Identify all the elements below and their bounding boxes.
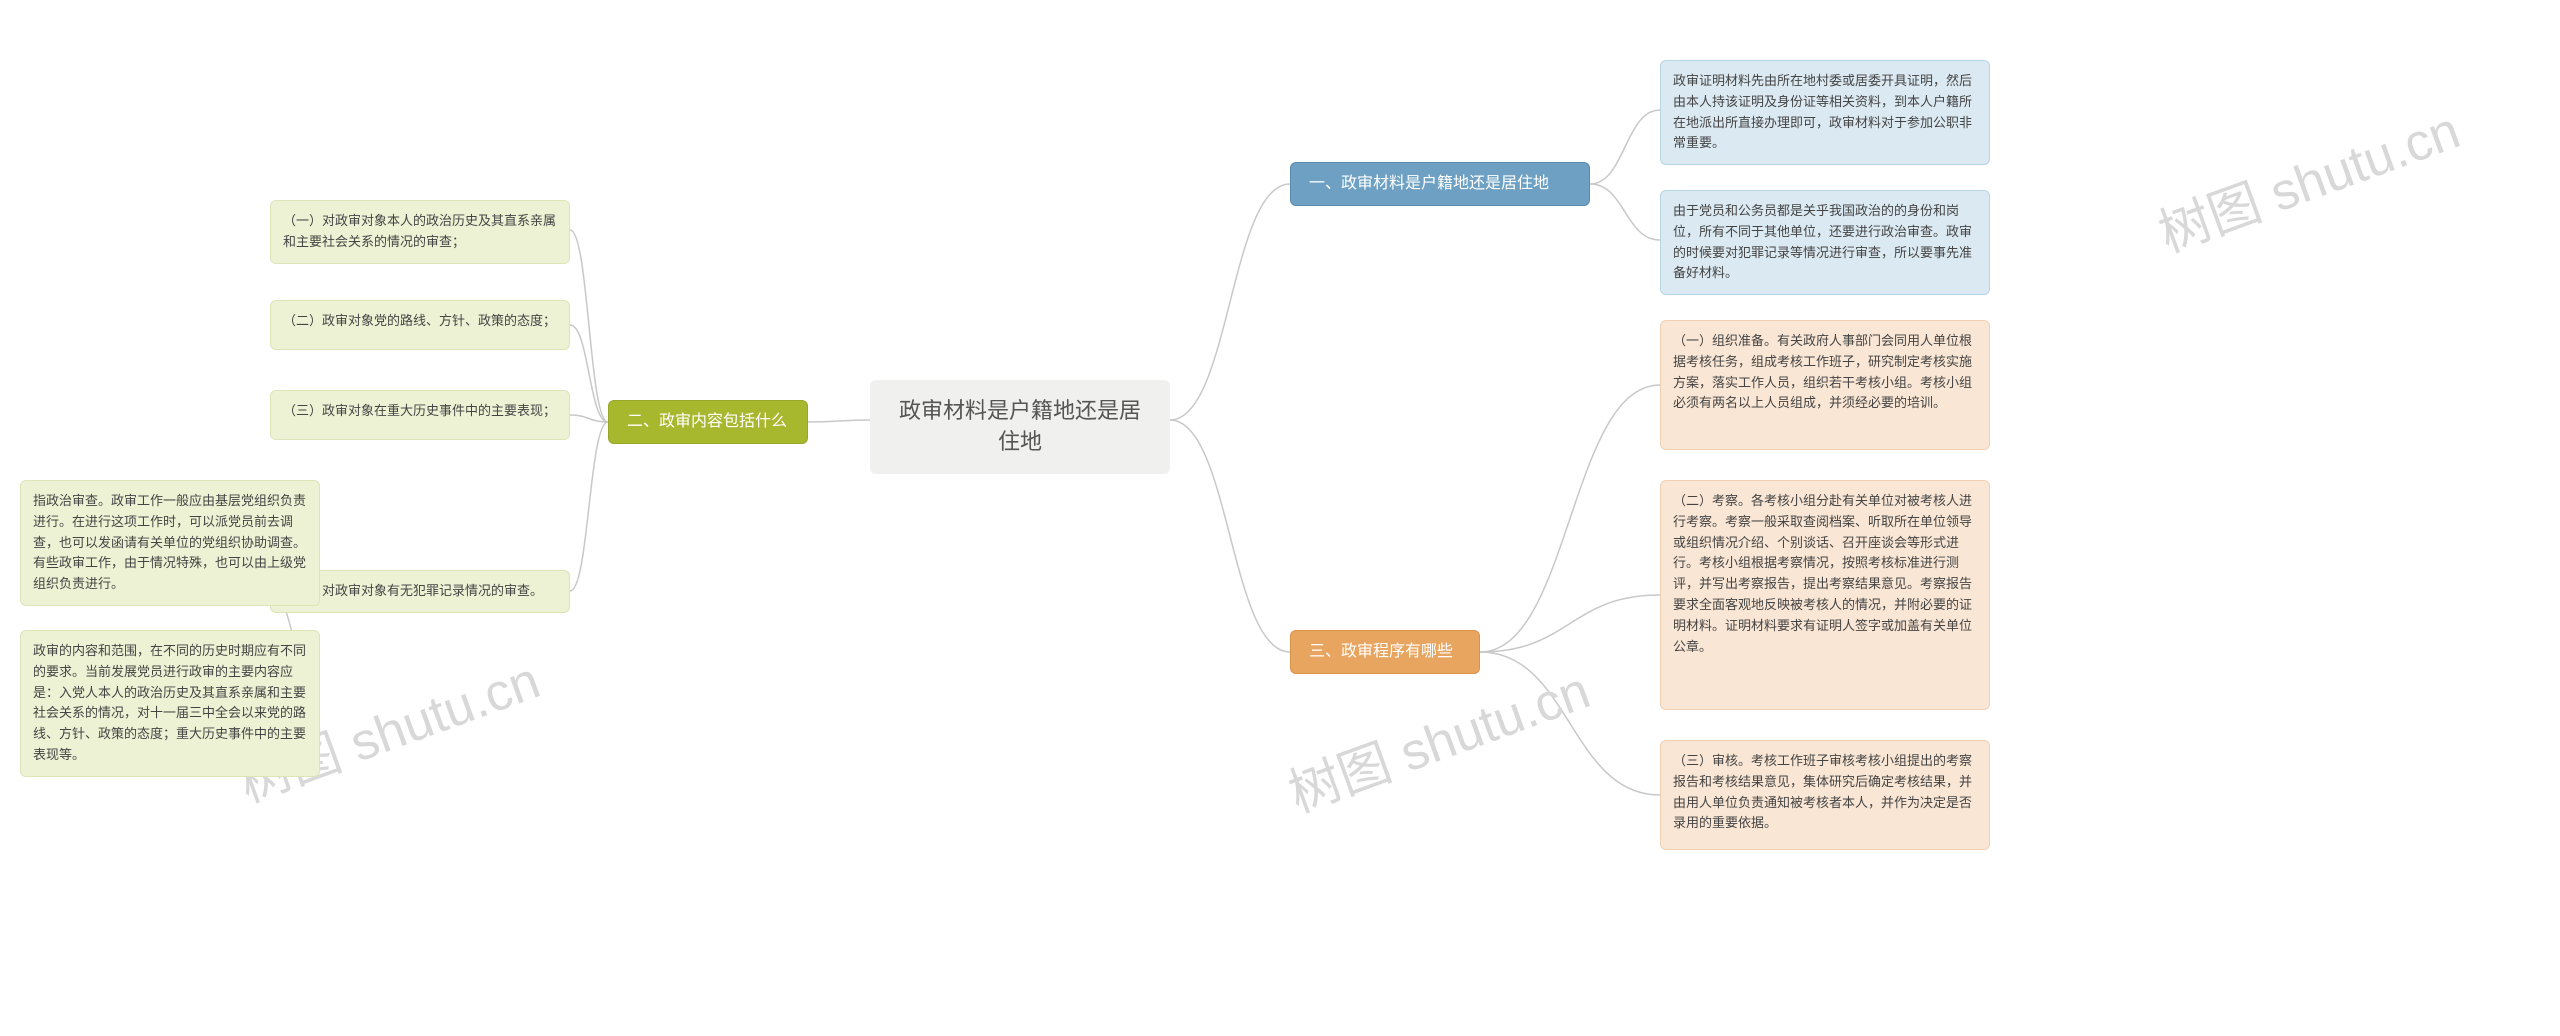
leaf-3b[interactable]: （二）考察。各考核小组分赴有关单位对被考核人进行考察。考察一般采取查阅档案、听取… — [1660, 480, 1990, 710]
connector — [1590, 184, 1660, 240]
leaf-2d-1[interactable]: 指政治审查。政审工作一般应由基层党组织负责进行。在进行这项工作时，可以派党员前去… — [20, 480, 320, 606]
leaf-3a[interactable]: （一）组织准备。有关政府人事部门会同用人单位根据考核任务，组成考核工作班子，研究… — [1660, 320, 1990, 450]
connector — [570, 422, 608, 591]
leaf-2d-2[interactable]: 政审的内容和范围，在不同的历史时期应有不同的要求。当前发展党员进行政审的主要内容… — [20, 630, 320, 777]
connector — [1590, 110, 1660, 184]
leaf-2a[interactable]: （一）对政审对象本人的政治历史及其直系亲属和主要社会关系的情况的审查； — [270, 200, 570, 264]
connector — [570, 415, 608, 422]
connector — [1480, 385, 1660, 652]
connector-layer — [0, 0, 2560, 1036]
watermark-2: 树图 shutu.cn — [1277, 648, 1599, 826]
connector — [570, 325, 608, 422]
watermark-3: 树图 shutu.cn — [2147, 88, 2469, 266]
branch-2[interactable]: 二、政审内容包括什么 — [608, 400, 808, 444]
leaf-2c[interactable]: （三）政审对象在重大历史事件中的主要表现； — [270, 390, 570, 440]
leaf-2b[interactable]: （二）政审对象党的路线、方针、政策的态度； — [270, 300, 570, 350]
connector — [1480, 595, 1660, 652]
root-node[interactable]: 政审材料是户籍地还是居住地 — [870, 380, 1170, 474]
connector — [570, 230, 608, 422]
connector — [1170, 420, 1290, 652]
connector — [1170, 184, 1290, 420]
connector — [808, 420, 870, 422]
branch-3[interactable]: 三、政审程序有哪些 — [1290, 630, 1480, 674]
leaf-1a[interactable]: 政审证明材料先由所在地村委或居委开具证明，然后由本人持该证明及身份证等相关资料，… — [1660, 60, 1990, 165]
branch-1[interactable]: 一、政审材料是户籍地还是居住地 — [1290, 162, 1590, 206]
leaf-1b[interactable]: 由于党员和公务员都是关乎我国政治的的身份和岗位，所有不同于其他单位，还要进行政治… — [1660, 190, 1990, 295]
leaf-3c[interactable]: （三）审核。考核工作班子审核考核小组提出的考察报告和考核结果意见，集体研究后确定… — [1660, 740, 1990, 850]
connector — [1480, 652, 1660, 795]
